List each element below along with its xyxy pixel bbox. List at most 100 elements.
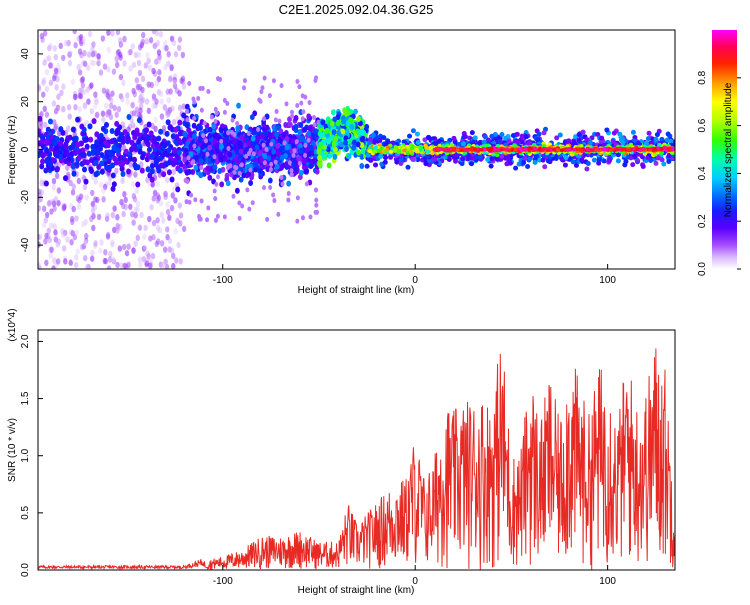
spectrogram-cell — [572, 140, 578, 146]
spectrogram-cell — [158, 31, 164, 38]
spectrogram-cell — [160, 262, 165, 269]
spectrogram-cell — [312, 115, 317, 121]
spectrogram-cell — [191, 159, 196, 165]
spectrogram-cell — [89, 108, 94, 115]
spectrogram-cell — [155, 143, 161, 150]
spectrogram-cell — [377, 142, 382, 147]
spectrogram-cell — [79, 243, 85, 251]
spectrogram-cell — [209, 114, 214, 120]
spectrogram-cell — [129, 139, 135, 146]
spectrogram-cell — [252, 129, 257, 136]
spectrogram-cell — [181, 103, 186, 110]
spectrogram-cell — [120, 96, 125, 103]
spectrogram-cell — [147, 215, 152, 223]
spectrogram-cell — [472, 135, 478, 141]
spectrogram-cell — [275, 142, 281, 149]
spectrogram-cell — [149, 153, 155, 160]
spectrogram-cell — [237, 170, 242, 176]
spectrogram-cell — [102, 63, 108, 70]
spectrogram-cell — [75, 116, 81, 123]
spectrogram-cell — [161, 217, 166, 224]
spectrogram-cell — [245, 187, 250, 193]
spectrogram-cell — [293, 114, 299, 121]
spectrogram-cell — [219, 143, 224, 150]
spectrogram-cell — [307, 125, 313, 132]
spectrogram-cell — [47, 199, 52, 206]
spectrogram-cell — [174, 134, 180, 141]
spectrogram-cell — [250, 135, 256, 142]
spectrogram-cell — [52, 75, 57, 82]
spectrogram-cell — [206, 205, 211, 211]
spectrogram-cell — [155, 40, 161, 47]
spectrogram-cell — [313, 209, 318, 215]
spectrogram-cell — [158, 261, 164, 268]
spectrogram-cell — [168, 74, 174, 82]
spectrogram-cell — [288, 121, 293, 128]
spectrogram-cell — [279, 154, 285, 161]
spectrogram-cell — [144, 260, 149, 268]
spectrogram-cell — [144, 38, 149, 45]
spectrogram-cell — [90, 207, 96, 214]
spectrogram-cell — [313, 187, 318, 193]
spectrogram-cell — [563, 155, 569, 161]
spectrogram-marks — [38, 30, 675, 269]
spectrogram-cell — [179, 77, 184, 84]
spectrogram-cell — [96, 52, 101, 60]
spectrogram-cell — [44, 232, 49, 240]
spectrogram-cell — [115, 61, 120, 68]
spectrogram-cell — [316, 148, 322, 155]
spectrogram-cell — [154, 58, 159, 65]
spectrogram-cell — [184, 199, 189, 205]
spectrogram-cell — [232, 169, 237, 175]
spectrogram-cell — [257, 149, 263, 156]
spectrogram-cell — [63, 39, 69, 47]
spectrogram-cell — [171, 118, 177, 126]
spectrogram-cell — [165, 119, 171, 126]
spectrogram-cell — [163, 190, 168, 198]
spectrogram-cell — [61, 105, 66, 113]
spectrogram-cell — [139, 211, 144, 219]
spectrogram-cell — [349, 149, 355, 156]
spectrogram-cell — [158, 128, 164, 135]
spectrogram-cell — [154, 158, 160, 165]
spectrogram-cell — [90, 46, 95, 53]
spectrogram-cell — [280, 181, 285, 187]
spectrogram-cell — [200, 85, 205, 91]
spectrogram-cell — [156, 75, 162, 83]
spectrogram-cell — [536, 131, 542, 137]
spectrogram-cell — [151, 219, 157, 227]
spectrogram-cell — [279, 164, 284, 171]
spectrogram-cell — [38, 85, 42, 93]
spectrogram-cell — [155, 217, 160, 224]
spectrogram-cell — [246, 131, 251, 137]
spectrogram-cell — [113, 159, 119, 166]
spectrogram-cell — [70, 78, 76, 86]
spectrogram-cell — [562, 162, 568, 168]
spectrogram-cell — [231, 152, 237, 159]
spectrogram-cell — [114, 55, 119, 63]
spectrogram-cell — [70, 189, 76, 196]
spectrogram-cell — [268, 185, 273, 191]
spectrogram-cell — [109, 128, 115, 135]
spectrogram-cell — [48, 161, 54, 168]
spectrogram-cell — [55, 76, 60, 83]
spectrogram-cell — [47, 118, 53, 125]
spectrogram-cell — [186, 127, 192, 134]
spectrogram-cell — [90, 189, 95, 197]
spectrogram-cell — [415, 139, 421, 145]
spectrogram-cell — [38, 195, 44, 203]
spectrogram-cell — [106, 46, 111, 54]
spectrogram-cell — [77, 69, 83, 76]
spectrogram-cell — [119, 262, 124, 269]
spectrogram-cell — [360, 135, 366, 142]
spectrogram-cell — [159, 98, 165, 105]
spectrogram-cell — [123, 203, 128, 211]
spectrogram-cell — [130, 211, 135, 218]
spectrogram-cell — [426, 149, 431, 154]
spectrogram-cell — [48, 79, 54, 86]
spectrogram-cell — [506, 138, 512, 144]
spectrogram-cell — [86, 263, 91, 269]
spectrogram-cell — [51, 100, 57, 107]
spectrogram-cell — [55, 258, 61, 265]
spectrogram-cell — [149, 204, 154, 211]
